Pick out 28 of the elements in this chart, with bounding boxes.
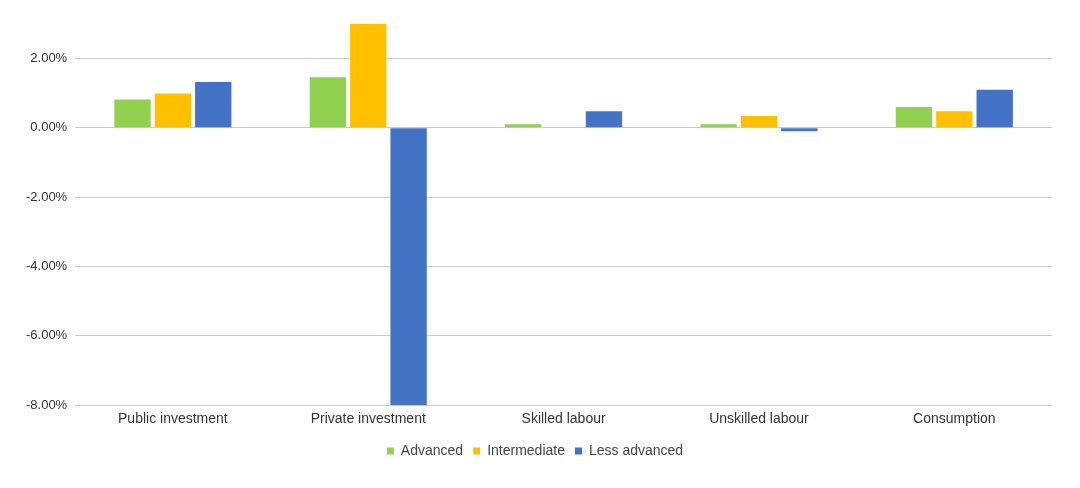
x-tick-label: Private investment bbox=[310, 410, 426, 427]
bar bbox=[154, 93, 192, 128]
legend-label: Intermediate bbox=[487, 441, 566, 458]
bar bbox=[195, 82, 232, 128]
bar bbox=[585, 111, 623, 128]
bar bbox=[740, 116, 778, 128]
y-tick-label: -4.00% bbox=[25, 258, 68, 274]
bar bbox=[350, 23, 387, 128]
bar bbox=[390, 128, 427, 406]
bar bbox=[114, 99, 151, 128]
x-tick-label: Skilled labour bbox=[521, 410, 606, 427]
x-tick-label: Consumption bbox=[913, 410, 996, 427]
x-tick-label: Unskilled labour bbox=[709, 410, 810, 427]
y-tick-label: -2.00% bbox=[25, 188, 68, 204]
bar bbox=[309, 77, 347, 128]
legend-label: Less advanced bbox=[588, 441, 684, 458]
y-tick-label: -6.00% bbox=[25, 327, 68, 343]
bar bbox=[936, 111, 973, 128]
x-tick-label: Public investment bbox=[118, 410, 228, 427]
bar bbox=[505, 124, 542, 128]
y-tick-label: -8.00% bbox=[25, 396, 68, 412]
bar bbox=[781, 128, 818, 132]
bar bbox=[700, 124, 737, 128]
legend-label: Advanced bbox=[400, 441, 464, 458]
bar bbox=[895, 107, 933, 128]
bar bbox=[976, 89, 1013, 128]
y-tick-label: 2.00% bbox=[30, 50, 68, 66]
y-tick-label: 0.00% bbox=[30, 119, 68, 135]
